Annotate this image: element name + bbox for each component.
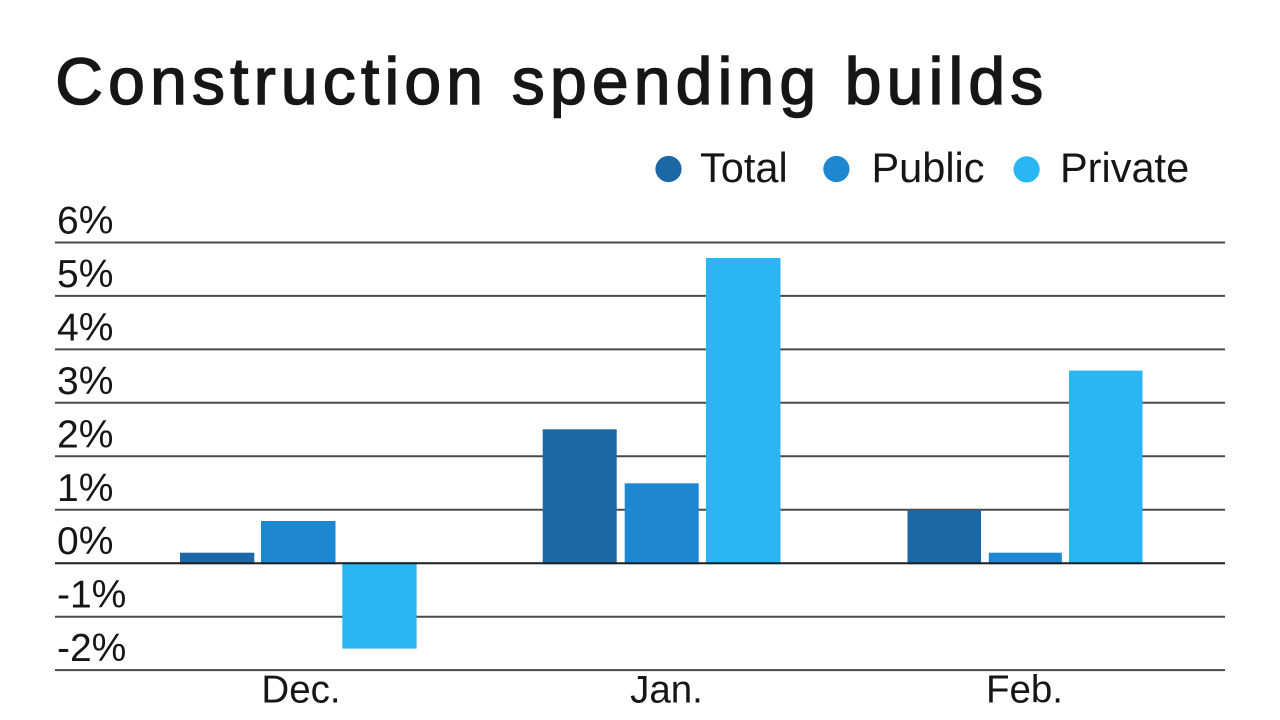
svg-text:1%: 1% [57,467,113,510]
svg-text:Total: Total [700,144,788,191]
svg-text:Private: Private [1060,144,1189,191]
svg-text:3%: 3% [57,360,113,403]
svg-text:Dec.: Dec. [261,669,340,712]
svg-text:5%: 5% [57,253,113,296]
svg-text:Public: Public [872,144,985,191]
svg-text:6%: 6% [57,200,113,243]
svg-text:-1%: -1% [57,574,126,617]
svg-text:Construction spending builds: Construction spending builds [55,44,1048,118]
svg-text:0%: 0% [57,520,113,563]
svg-text:-2%: -2% [57,627,126,670]
svg-text:Feb.: Feb. [986,669,1063,712]
svg-text:4%: 4% [57,306,113,349]
svg-text:Jan.: Jan. [630,669,703,712]
svg-text:2%: 2% [57,413,113,456]
